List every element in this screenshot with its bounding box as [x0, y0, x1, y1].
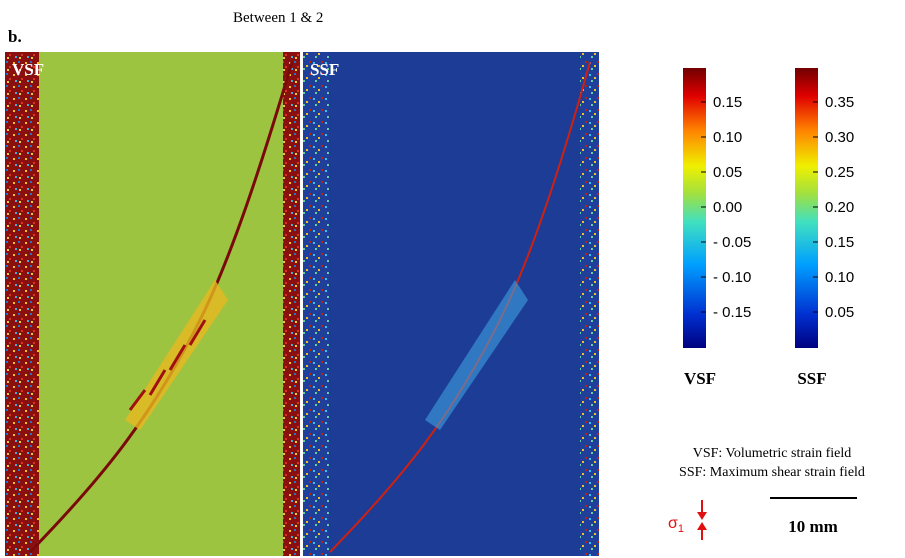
- colorbar-tick-label: 0.20: [825, 199, 854, 216]
- colorbar-tick-label: - 0.15: [713, 304, 751, 321]
- colorbar-tick-label: 0.15: [713, 94, 742, 111]
- colorbar-tick-label: 0.00: [713, 199, 742, 216]
- ssf-image: [303, 52, 599, 556]
- colorbar: [795, 68, 818, 348]
- image-label: SSF: [310, 60, 339, 79]
- colorbar-tick-label: 0.30: [825, 129, 854, 146]
- vsf-image: [5, 52, 300, 556]
- colorbar-tick-label: 0.15: [825, 234, 854, 251]
- image-label: VSF: [12, 60, 44, 79]
- colorbar: [683, 68, 706, 348]
- colorbar-label: VSF: [684, 369, 716, 388]
- stress-arrows: [697, 500, 707, 540]
- scale-label: 10 mm: [788, 517, 838, 536]
- stress-label: σ1: [668, 515, 684, 535]
- colorbar-tick-label: - 0.10: [713, 269, 751, 286]
- colorbar-tick-label: 0.25: [825, 164, 854, 181]
- colorbar-tick-label: 0.05: [825, 304, 854, 321]
- legend-text: VSF: Volumetric strain field: [693, 446, 852, 461]
- figure-title: Between 1 & 2: [233, 10, 323, 26]
- colorbar-tick-label: 0.05: [713, 164, 742, 181]
- panel-label: b.: [8, 27, 22, 46]
- colorbar-tick-label: 0.10: [713, 129, 742, 146]
- colorbar-label: SSF: [797, 369, 826, 388]
- colorbar-tick-label: 0.10: [825, 269, 854, 286]
- colorbar-tick-label: 0.35: [825, 94, 854, 111]
- legend-text: SSF: Maximum shear strain field: [679, 465, 865, 480]
- colorbar-tick-label: - 0.05: [713, 234, 751, 251]
